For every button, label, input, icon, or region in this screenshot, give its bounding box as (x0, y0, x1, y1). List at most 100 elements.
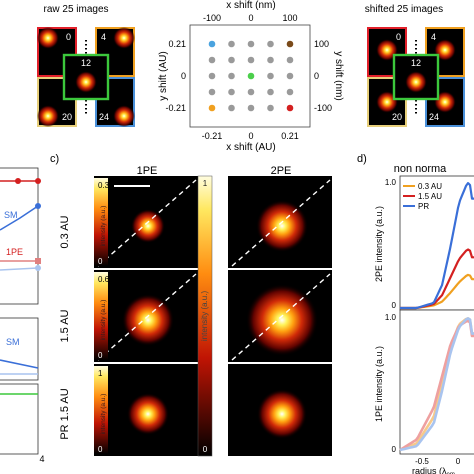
panel-b-blue-line-2 (0, 359, 39, 369)
panel-d-legend: 0.3 AU 1.5 AU PR (403, 182, 442, 211)
big-colorbar-min: 0 (203, 445, 208, 454)
grid-dot (208, 56, 216, 64)
panel-b-bottom-axes (0, 383, 39, 455)
diagonal-split-line (97, 179, 197, 267)
panel-d-xlabel-subscript: em (447, 472, 455, 474)
raw-image-mosaic: 0 4 20 24 12 (37, 27, 135, 127)
tile-index-tl: 0 (396, 32, 401, 42)
grid-dot (247, 104, 255, 112)
psf-spot (257, 389, 307, 439)
psf-spot (113, 27, 135, 49)
panel-d-xlabel: radius (λem (412, 466, 455, 474)
big-colorbar (197, 175, 213, 457)
panel-d-top-ytick-min: 0 (392, 301, 397, 310)
x-bottom-tick-1: 0 (248, 131, 253, 141)
small-colorbar-min: 0 (98, 351, 103, 360)
grid-dot (228, 104, 235, 112)
panel-d-bottom-ytick-min: 0 (392, 445, 397, 454)
psf-spot (122, 294, 174, 346)
panel-b-x-tick: 4 (39, 454, 44, 464)
panel-d-bottom-ytick-max: 1.0 (385, 313, 397, 322)
grid-dot (247, 56, 255, 64)
grid-dot (208, 104, 216, 112)
panel-d-xtick-1: 0 (456, 457, 461, 466)
y-left-tick-1: 0 (181, 71, 186, 81)
grid-dot (247, 72, 255, 80)
y-shift-au-label: y shift (AU) (158, 51, 169, 100)
legend-label-1: 1.5 AU (418, 192, 442, 201)
y-right-tick-2: -100 (314, 103, 332, 113)
panel-d-bottom-ylabel: 1PE intensity (a.u.) (374, 346, 384, 422)
tile-index-tl: 0 (66, 32, 71, 42)
psf-spot (37, 105, 59, 127)
big-colorbar-max: 1 (203, 179, 208, 188)
panel-d-xlabel-text: radius (λ (412, 466, 447, 474)
panel-b-1pe-label: 1PE (6, 247, 23, 257)
grid-dot (267, 72, 274, 80)
small-colorbar-min: 0 (98, 257, 103, 266)
small-colorbar-max: 0.3 (98, 181, 110, 190)
scan-grid-dots (208, 40, 294, 112)
y-left-tick-2: -0.21 (165, 103, 186, 113)
x-top-tick-2: 100 (282, 13, 297, 23)
grid-dot (286, 88, 294, 96)
grid-dot (208, 40, 216, 48)
tile-index-bl: 20 (62, 112, 72, 122)
panel-d-xtick-0: -0.5 (415, 457, 429, 466)
tile-index-center: 12 (411, 58, 421, 68)
grid-dot (286, 72, 294, 80)
grid-dot (286, 104, 294, 112)
grid-dot (286, 40, 294, 48)
panel-d-bottom-curves (399, 317, 474, 452)
panel-b-lightblue-marker (35, 265, 41, 271)
shifted-images-title: shifted 25 images (365, 4, 443, 15)
x-shift-au-label: x shift (AU) (226, 142, 275, 153)
y-left-tick-0: 0.21 (168, 39, 186, 49)
psf-spot (246, 284, 318, 356)
grid-dot (267, 88, 274, 96)
panel-b-partial: SM 1PE SM (0, 167, 41, 455)
panel-c-images: 0.3 0 intensity (a.u.) 0.6 0 intensity (a.u.)… (94, 176, 332, 456)
x-bottom-tick-2: 0.21 (281, 131, 299, 141)
curve-1pe-1.5 (399, 319, 474, 452)
small-colorbar (94, 366, 108, 454)
panel-b-pink-marker (35, 258, 41, 264)
diagonal-split-line (231, 273, 331, 361)
panel-b-red-marker (15, 178, 21, 184)
grid-dot (228, 56, 235, 64)
diagonal-split-line (231, 179, 331, 267)
psf-spot (256, 200, 308, 252)
y-right-tick-0: 100 (314, 39, 329, 49)
diagonal-split-line (97, 273, 197, 361)
panel-b-sm-label-top: SM (4, 210, 18, 220)
psf-spot (376, 39, 398, 61)
small-colorbar-max: 0.6 (98, 275, 110, 284)
grid-dot (286, 56, 294, 64)
panel-d-bottom-axes (399, 309, 474, 455)
psf-spot (131, 209, 165, 243)
panel-c-label: c) (50, 153, 59, 165)
legend-label-0: 0.3 AU (418, 182, 442, 191)
shifted-image-mosaic: 0 4 20 24 12 (367, 27, 465, 127)
psf-spot-center (75, 71, 97, 93)
tile-index-center: 12 (81, 58, 91, 68)
panel-d-top-curves (400, 182, 474, 310)
small-colorbar-label: intensity (a.u.) (100, 206, 107, 247)
small-colorbar-label: intensity (a.u.) (100, 300, 107, 341)
grid-dot (208, 88, 216, 96)
grid-dot (247, 40, 255, 48)
y-shift-nm-label: y shift (nm) (333, 51, 344, 100)
x-top-tick-0: -100 (203, 13, 221, 23)
grid-dot (267, 56, 274, 64)
x-top-tick-1: 0 (248, 13, 253, 23)
grid-dot (228, 40, 235, 48)
panel-b-mid-axes (0, 317, 39, 381)
grid-dot (208, 72, 216, 80)
small-colorbar-label: intensity (a.u.) (100, 394, 107, 435)
panel-d-top-ytick-max: 1.0 (385, 178, 397, 187)
grid-dot (267, 40, 274, 48)
raw-images-title: raw 25 images (43, 4, 108, 15)
psf-spot (37, 27, 59, 49)
psf-spot (376, 91, 398, 113)
